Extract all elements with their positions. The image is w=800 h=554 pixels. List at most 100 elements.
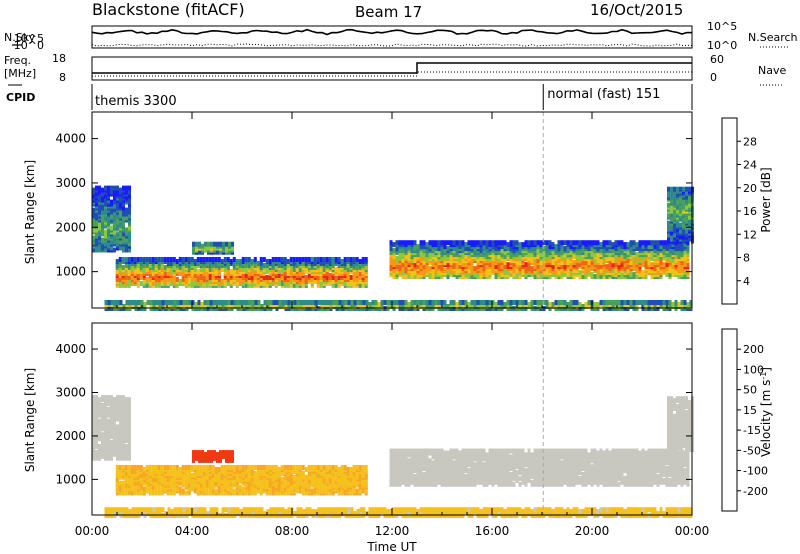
freq-left-tick-top: 18 [52, 52, 66, 65]
heatmap-cell [325, 486, 329, 492]
heatmap-cell [667, 186, 670, 192]
heatmap-cell [133, 269, 137, 274]
heatmap-cell [322, 469, 326, 474]
heatmap-cell [551, 264, 555, 270]
heatmap-cell [217, 257, 221, 262]
heatmap-cell [163, 465, 167, 470]
heatmap-cell [554, 300, 558, 305]
noise-sky-line [91, 28, 693, 36]
heatmap-cell [647, 244, 651, 250]
heatmap-cell [685, 186, 688, 192]
heatmap-cell [157, 484, 161, 490]
heatmap-cell [323, 300, 327, 305]
heatmap-cell [190, 271, 194, 276]
colorbar-tick-label: 20 [743, 182, 757, 195]
heatmap-cell [659, 258, 663, 264]
heatmap-cell [509, 252, 513, 258]
heatmap-cell [545, 258, 549, 264]
heatmap-cell [122, 235, 125, 241]
heatmap-cell [305, 300, 309, 305]
heatmap-cell [620, 262, 624, 268]
heatmap-cell [688, 202, 691, 208]
heatmap-cell [124, 474, 128, 480]
heatmap-cell [157, 488, 161, 494]
heatmap-cell [671, 270, 675, 276]
heatmap-cell [358, 259, 362, 264]
heatmap-cell [602, 266, 606, 272]
heatmap-cell [518, 274, 522, 280]
heatmap-cell [148, 281, 152, 286]
heatmap-cell [301, 261, 305, 266]
heatmap-cell [355, 265, 359, 270]
heatmap-cell [605, 264, 609, 270]
heatmap-cell [602, 300, 606, 305]
heatmap-cell [355, 257, 359, 262]
heatmap-cell [176, 300, 180, 305]
heatmap-cell [524, 300, 528, 305]
heatmap-cell [125, 300, 129, 305]
heatmap-cell [503, 264, 507, 270]
heatmap-cell [211, 472, 215, 478]
heatmap-cell [136, 263, 140, 268]
heatmap-cell [235, 476, 239, 482]
heatmap-cell [223, 465, 227, 470]
heatmap-cell [115, 470, 119, 476]
heatmap-cell [92, 221, 95, 227]
heatmap-cell [530, 240, 534, 246]
heatmap-cell [404, 448, 408, 454]
heatmap-cell [121, 257, 125, 262]
heatmap-cell [130, 257, 134, 262]
heatmap-cell [620, 240, 624, 246]
heatmap-cell [304, 474, 308, 480]
heatmap-cell [497, 240, 501, 246]
heatmap-cell [455, 302, 459, 307]
heatmap-cell [107, 300, 111, 305]
heatmap-cell [389, 462, 393, 468]
heatmap-cell [190, 472, 194, 478]
heatmap-cell [656, 250, 660, 256]
heatmap-cell [298, 478, 302, 484]
heatmap-cell [512, 262, 516, 268]
heatmap-cell [211, 257, 215, 262]
heatmap-cell [578, 240, 582, 246]
heatmap-cell [214, 488, 218, 494]
heatmap-cell [166, 261, 170, 266]
heatmap-cell [653, 300, 657, 305]
heatmap-cell [650, 250, 654, 256]
heatmap-cell [128, 300, 132, 305]
heatmap-cell [343, 257, 347, 262]
heatmap-cell [677, 262, 681, 268]
heatmap-cell [539, 240, 543, 246]
heatmap-cell [352, 465, 356, 470]
heatmap-cell [268, 478, 272, 484]
heatmap-cell [641, 300, 645, 305]
heatmap-cell [467, 264, 471, 270]
heatmap-cell [668, 300, 672, 305]
heatmap-cell [145, 257, 149, 262]
heatmap-cell [443, 300, 447, 305]
heatmap-cell [548, 240, 552, 246]
heatmap-cell [216, 249, 219, 255]
heatmap-cell [133, 257, 137, 262]
heatmap-cell [662, 248, 666, 254]
heatmap-cell [491, 300, 495, 305]
heatmap-cell [190, 486, 194, 492]
heatmap-cell [479, 300, 483, 305]
heatmap-cell [620, 300, 624, 305]
heatmap-cell [602, 240, 606, 246]
heatmap-cell [193, 259, 197, 264]
heatmap-cell [289, 269, 293, 274]
heatmap-cell [128, 235, 131, 241]
heatmap-cell [455, 240, 459, 246]
heatmap-cell [127, 480, 131, 486]
heatmap-cell [124, 482, 128, 488]
heatmap-cell [518, 256, 522, 262]
heatmap-cell [349, 488, 353, 494]
heatmap-cell [611, 268, 615, 274]
heatmap-cell [361, 273, 365, 278]
heatmap-cell [148, 269, 152, 274]
heatmap-cell [407, 458, 411, 464]
heatmap-cell [229, 269, 233, 274]
heatmap-cell [196, 257, 200, 262]
heatmap-cell [198, 241, 201, 247]
